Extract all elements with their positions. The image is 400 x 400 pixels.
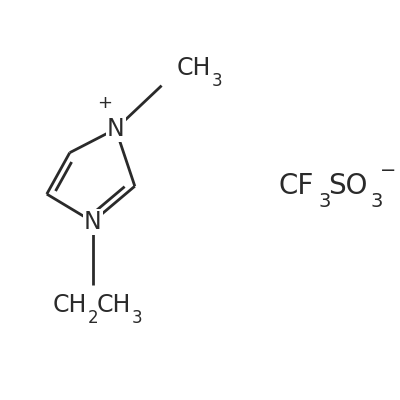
Text: CF: CF	[278, 172, 314, 200]
Text: 2: 2	[88, 308, 98, 326]
Text: N: N	[107, 117, 124, 141]
Text: 3: 3	[212, 72, 223, 90]
Text: +: +	[98, 94, 112, 112]
Text: CH: CH	[177, 56, 211, 80]
Text: SO: SO	[328, 172, 368, 200]
Text: 3: 3	[370, 192, 382, 212]
Text: N: N	[84, 210, 102, 234]
Text: −: −	[380, 161, 396, 180]
Text: 3: 3	[132, 308, 142, 326]
Text: CH: CH	[52, 292, 87, 316]
Text: CH: CH	[96, 292, 131, 316]
Text: 3: 3	[318, 192, 331, 212]
